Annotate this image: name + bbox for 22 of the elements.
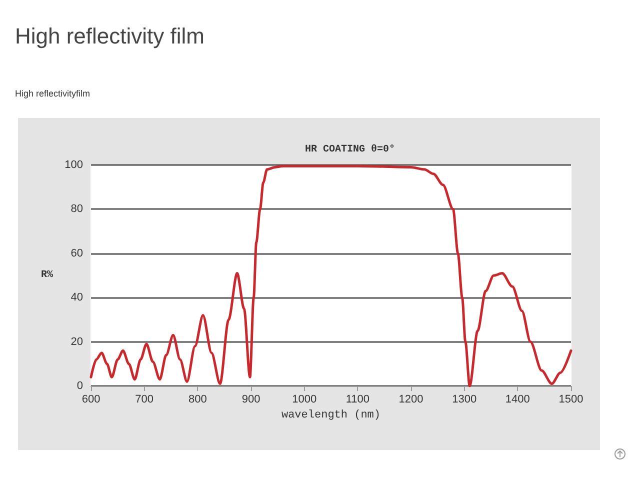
y-tick-label: 0	[76, 380, 83, 392]
chart-subtitle: High reflectivityfilm	[15, 88, 90, 98]
x-tick-label: 1000	[292, 394, 317, 406]
x-axis-title: wavelength (nm)	[281, 410, 381, 422]
text: HR COATING θ=0°	[304, 144, 396, 156]
chart-title: High reflectivity film	[15, 24, 204, 48]
x-tick-label: 1200	[398, 394, 424, 406]
x-tick-label: 900	[242, 394, 260, 406]
x-tick-label: 700	[135, 394, 154, 406]
x-tick-label: 600	[82, 394, 100, 406]
line-series	[90, 164, 572, 388]
x-tick-label: 1100	[346, 394, 370, 406]
x-tick-label: 800	[188, 394, 207, 406]
y-tick-label: 60	[70, 247, 83, 260]
y-tick-label: 80	[70, 203, 83, 216]
x-tick-label: 1300	[452, 394, 477, 406]
y-tick-label: 100	[64, 159, 83, 171]
y-axis-title: R%	[40, 270, 53, 281]
x-tick-label: 1400	[505, 394, 530, 406]
y-tick-label: 20	[70, 336, 83, 348]
y-tick-label: 40	[70, 292, 83, 304]
x-tick-label: 1500	[558, 394, 584, 406]
